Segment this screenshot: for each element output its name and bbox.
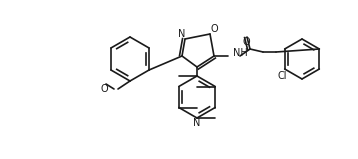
- Text: NH: NH: [233, 48, 248, 58]
- Text: Cl: Cl: [278, 71, 287, 81]
- Text: O: O: [210, 24, 218, 34]
- Text: N: N: [178, 29, 186, 39]
- Text: N: N: [193, 118, 201, 128]
- Text: O: O: [242, 37, 250, 47]
- Text: O: O: [100, 84, 108, 94]
